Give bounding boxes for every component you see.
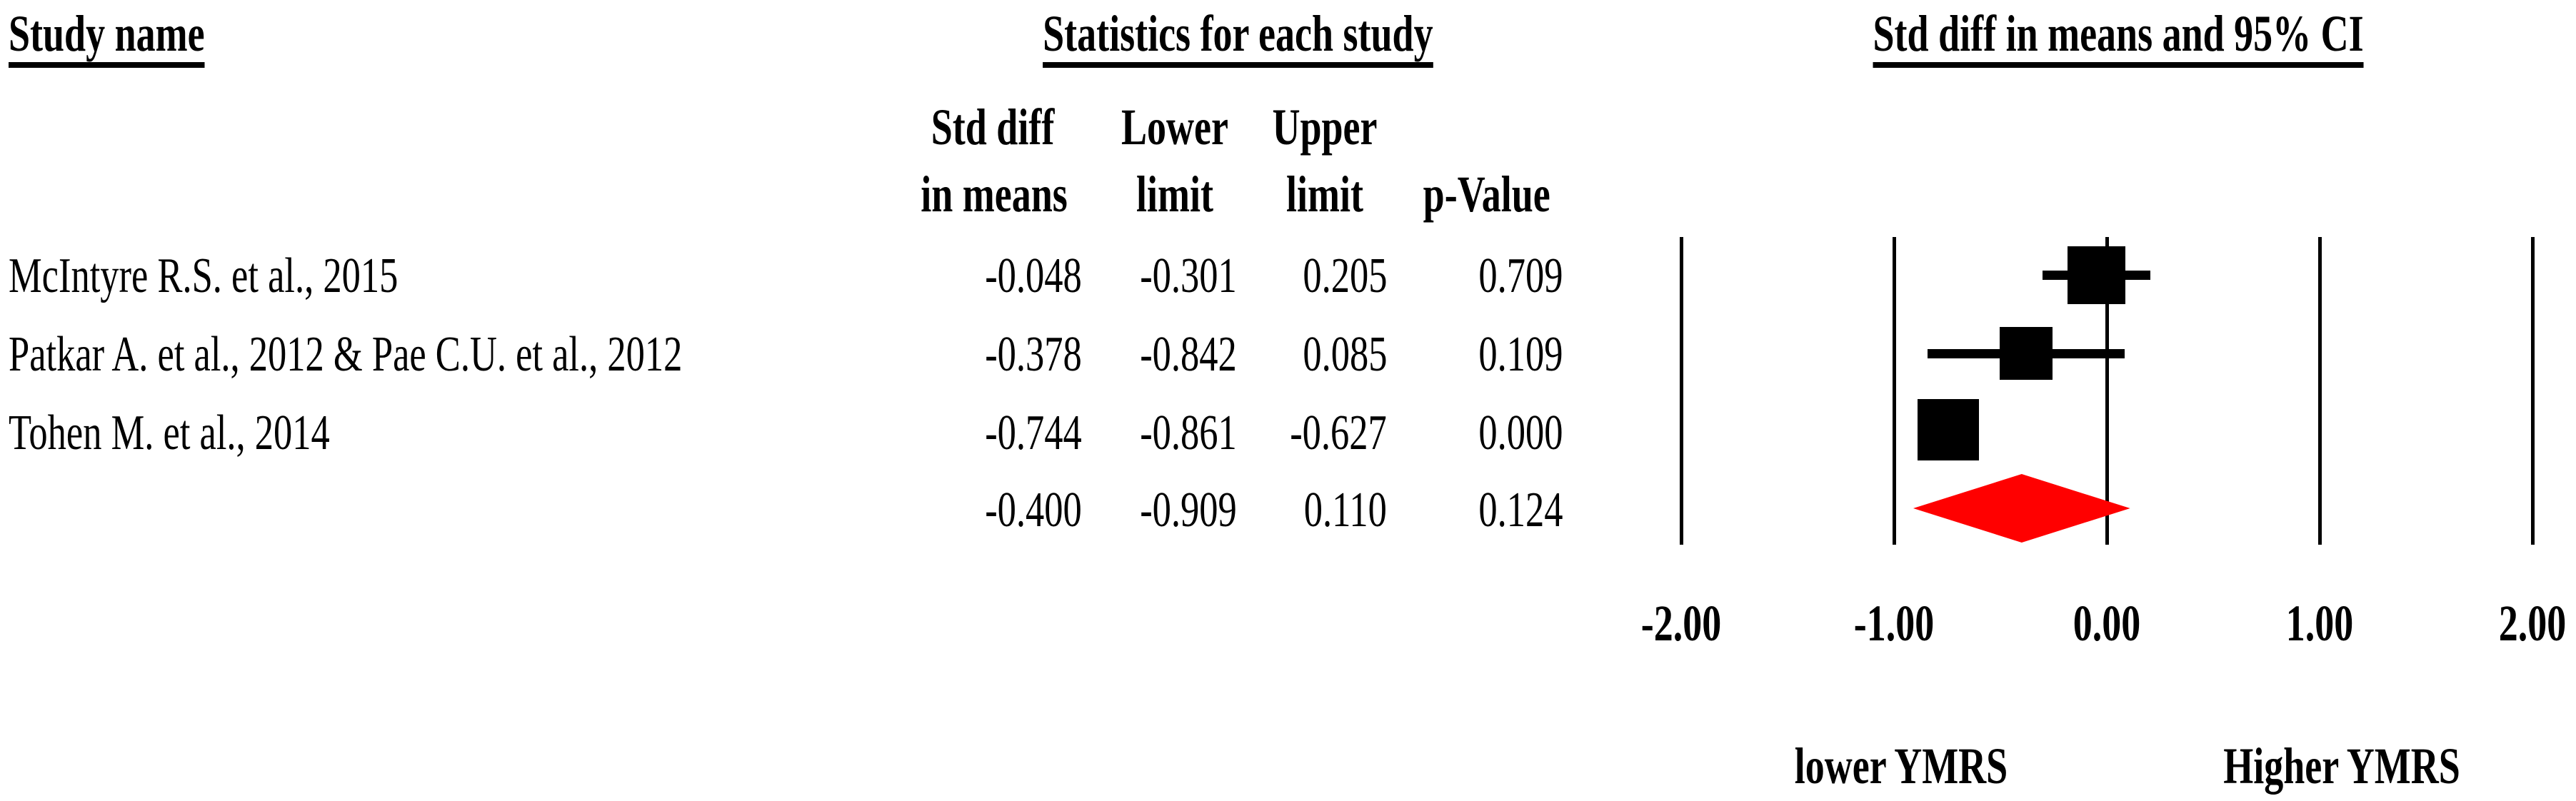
axis-gridline [1892,237,1896,545]
study-name-header-text: Study name [9,8,205,68]
col-header-lower-line1: Lower [1121,99,1228,156]
lower-limit-value: -0.861 [1140,405,1237,460]
col-header-p-value: p-Value [1423,166,1551,223]
std-diff-value: -0.400 [985,483,1082,538]
stats-header-text: Statistics for each study [1042,8,1433,68]
plot-header: Std diff in means and 95% CI [1791,4,2434,68]
axis-gridline [2530,237,2535,545]
col-header-upper-line2: limit [1286,166,1363,223]
study-name: Patkar A. et al., 2012 & Pae C.U. et al.… [9,327,683,382]
axis-tick-label: -1.00 [1853,595,1935,652]
higher-ymrs-label: Higher YMRS [2223,737,2460,795]
col-header-std-diff-line1: Std diff [931,99,1055,156]
std-diff-value: -0.744 [985,405,1082,460]
col-header-lower-line2: limit [1136,166,1213,223]
upper-limit-value: 0.205 [1302,248,1387,303]
study-point-square [2068,246,2126,304]
overall-diamond-shape [1913,474,2130,543]
p-value: 0.109 [1478,327,1563,382]
axis-gridline [2105,237,2109,545]
lower-limit-value: -0.909 [1140,483,1237,538]
plot-header-text: Std diff in means and 95% CI [1873,8,2364,68]
lower-limit-value: -0.301 [1140,248,1237,303]
lower-limit-value: -0.842 [1140,327,1237,382]
col-header-upper-line1: Upper [1272,99,1378,156]
std-diff-value: -0.378 [985,327,1082,382]
study-name: McIntyre R.S. et al., 2015 [9,248,399,303]
upper-limit-value: -0.627 [1290,405,1387,460]
upper-limit-value: 0.110 [1303,483,1387,538]
p-value: 0.000 [1478,405,1563,460]
study-point-square [2000,327,2053,380]
lower-ymrs-label: lower YMRS [1794,737,2008,795]
upper-limit-value: 0.085 [1302,327,1387,382]
std-diff-value: -0.048 [985,248,1082,303]
axis-tick-label: 0.00 [2073,595,2141,652]
study-name: Tohen M. et al., 2014 [9,405,330,460]
overall-diamond [1913,474,2130,543]
study-name-header: Study name [9,4,866,68]
axis-tick-label: 1.00 [2285,595,2354,652]
col-header-std-diff-line2: in means [921,166,1068,223]
study-point-square [1918,399,1980,460]
p-value: 0.124 [1478,483,1563,538]
axis-tick-label: 2.00 [2498,595,2567,652]
axis-gridline [1679,237,1683,545]
p-value: 0.709 [1478,248,1563,303]
stats-header: Statistics for each study [916,4,1559,68]
axis-gridline [2317,237,2322,545]
axis-tick-label: -2.00 [1640,595,1722,652]
